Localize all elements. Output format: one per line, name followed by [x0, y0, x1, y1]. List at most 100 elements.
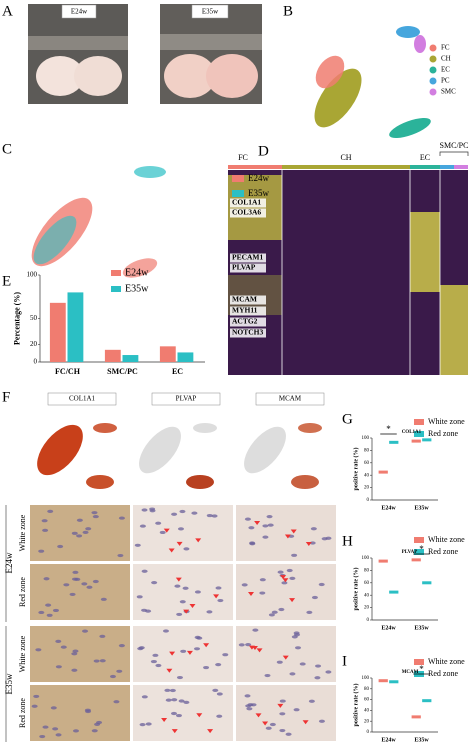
- nucleus: [179, 509, 186, 514]
- nucleus: [145, 722, 152, 726]
- nucleus: [81, 582, 88, 586]
- nucleus: [246, 707, 253, 711]
- y-tick-label: 0: [34, 358, 38, 366]
- nucleus: [245, 643, 252, 647]
- meniscus: [164, 54, 216, 98]
- nucleus: [325, 670, 332, 674]
- nucleus: [159, 530, 166, 535]
- nucleus: [45, 603, 52, 607]
- ihc-image: [30, 564, 130, 620]
- nucleus: [99, 659, 106, 663]
- nucleus: [41, 519, 48, 523]
- gene-label-bg: [230, 198, 266, 208]
- x-tick-label: E35w: [414, 625, 429, 631]
- y-tick-label: 100: [27, 271, 38, 279]
- y-tick-label: 0: [367, 730, 370, 735]
- nucleus: [176, 612, 183, 617]
- nucleus: [96, 720, 103, 725]
- zone-label: White zone: [18, 514, 27, 551]
- arrowhead: [282, 578, 289, 583]
- nucleus: [289, 672, 296, 676]
- stage-label: E24w: [4, 552, 14, 573]
- nucleus: [117, 553, 124, 558]
- annotation: *: [419, 664, 424, 674]
- photo-label-box: [61, 4, 97, 19]
- cluster-bar: [410, 165, 440, 169]
- nucleus: [139, 524, 146, 528]
- nucleus: [252, 628, 259, 632]
- bar: [49, 302, 66, 362]
- nucleus: [238, 643, 245, 647]
- arrowhead: [166, 668, 173, 673]
- feature-blob: [139, 426, 181, 474]
- nucleus: [281, 581, 288, 585]
- y-tick-label: 80: [364, 569, 370, 574]
- nucleus: [134, 543, 141, 547]
- ihc-image: [133, 505, 233, 561]
- feature-blob: [298, 423, 322, 433]
- annotation: *: [419, 544, 424, 554]
- panel-label: G: [342, 411, 353, 427]
- nucleus: [74, 577, 81, 581]
- arrowhead: [195, 538, 202, 543]
- nucleus: [52, 727, 59, 731]
- y-tick-label: 40: [364, 473, 370, 478]
- nucleus: [82, 530, 89, 534]
- nucleus: [262, 524, 269, 528]
- nucleus: [306, 610, 313, 614]
- nucleus: [155, 663, 162, 668]
- feature-plot: [37, 423, 322, 489]
- nucleus: [50, 706, 57, 710]
- nucleus: [165, 698, 172, 702]
- nucleus: [318, 719, 325, 723]
- nucleus: [176, 675, 183, 680]
- nucleus: [72, 649, 79, 653]
- legend-label: E24w: [125, 267, 149, 278]
- nucleus: [55, 665, 62, 669]
- legend-label: EC: [441, 66, 450, 74]
- nucleus: [145, 609, 152, 613]
- legend-swatch: [111, 286, 121, 292]
- gene-label-bg: [230, 253, 266, 263]
- nucleus: [308, 699, 315, 703]
- y-tick-label: 60: [364, 698, 370, 703]
- cluster-bar: [282, 165, 410, 169]
- gene-label: COL3A6: [232, 208, 261, 217]
- y-tick-label: 40: [364, 593, 370, 598]
- x-tick-label: E35w: [414, 505, 429, 511]
- nucleus: [215, 663, 222, 667]
- nucleus: [71, 531, 78, 535]
- nucleus: [82, 629, 89, 633]
- arrowhead: [305, 542, 312, 547]
- nucleus: [55, 733, 62, 737]
- y-tick-label: 100: [362, 436, 370, 441]
- y-tick-label: 20: [364, 606, 370, 611]
- nucleus: [268, 613, 275, 617]
- nucleus: [216, 692, 223, 696]
- nucleus: [277, 570, 284, 574]
- gene-label: NOTCH3: [232, 328, 264, 337]
- nucleus: [267, 523, 274, 527]
- x-tick-label: EC: [172, 367, 183, 376]
- nucleus: [141, 695, 148, 699]
- feature-blob: [37, 424, 83, 476]
- umap-cluster: [315, 55, 345, 89]
- nucleus: [69, 592, 76, 597]
- y-tick-label: 50: [30, 314, 38, 322]
- nucleus: [60, 645, 67, 649]
- ihc-image: [133, 626, 233, 682]
- x-tick-label: E35w: [414, 737, 429, 743]
- bar: [104, 349, 121, 362]
- nucleus: [63, 583, 70, 587]
- nucleus: [174, 584, 181, 588]
- nucleus: [38, 610, 45, 615]
- nucleus: [85, 527, 92, 531]
- panel-label: F: [2, 389, 10, 405]
- header-box: [255, 392, 325, 406]
- feature-blob: [244, 426, 286, 474]
- arrowhead: [189, 604, 196, 609]
- nucleus: [310, 527, 317, 531]
- gene-label-bg: [230, 328, 266, 338]
- nucleus: [217, 598, 224, 603]
- nucleus: [46, 613, 53, 617]
